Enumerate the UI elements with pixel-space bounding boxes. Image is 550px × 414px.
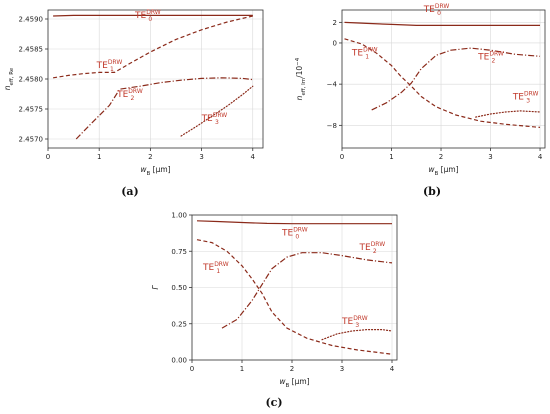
mode-label-te0: TEDRW 0: [134, 9, 161, 23]
x-tick-label: 4: [538, 153, 543, 161]
y-tick-label: 2.4580: [19, 76, 44, 84]
y-tick-label: 0: [333, 39, 337, 47]
chart-panel-c: 0 1 2 3 4 0.00 0.25 0.50 0.75 1.00 wB [μm] Γ TEDRW 0 T…: [151, 212, 398, 409]
mode-label-te2: TEDRW 2: [116, 88, 143, 102]
series-line-te0: [344, 21, 540, 26]
y-tick-label: 0.25: [171, 320, 187, 328]
x-tick-label: 2: [290, 365, 294, 373]
series-line-te2: [371, 47, 541, 111]
mode-label-te1: TEDRW 1: [202, 261, 229, 275]
y-tick-label: 0.50: [171, 284, 187, 292]
series-line-te1: [196, 239, 393, 355]
x-tick-label: 0: [340, 153, 344, 161]
mode-label-te0: TEDRW 0: [423, 3, 450, 17]
y-tick-label: 0.75: [171, 248, 187, 256]
mode-label-te0: TEDRW 0: [281, 226, 308, 240]
x-tick-label: 0: [190, 365, 194, 373]
chart-panel-b: 0 1 2 3 4 −8 −4 0 2 wB [μm] neff, Im/10−4 TEDRW 0 TED…: [295, 3, 546, 198]
x-axis-label: wB [μm]: [279, 377, 309, 389]
y-tick-label: 2.4590: [19, 16, 44, 24]
series-line-te0: [196, 220, 392, 225]
x-tick-label: 1: [240, 365, 244, 373]
series-line-te3: [475, 110, 541, 118]
mode-label-te1: TEDRW 1: [96, 59, 123, 73]
mode-label-te3: TEDRW 3: [512, 91, 539, 105]
y-axis-label: neff, Im/10−4: [295, 57, 307, 100]
x-tick-label: 3: [488, 153, 492, 161]
x-tick-label: 4: [390, 365, 395, 373]
mode-label-te2: TEDRW 2: [359, 241, 386, 255]
series-line-te2: [75, 77, 253, 140]
y-tick-label: 2.4570: [19, 136, 44, 144]
y-tick-label: 2.4575: [19, 106, 44, 114]
mode-label-te3: TEDRW 3: [201, 112, 228, 126]
mode-label-te1: TEDRW 1: [351, 46, 378, 60]
plot-frame: [341, 9, 546, 149]
mode-label-te2: TEDRW 2: [477, 50, 504, 64]
y-tick-label: 1.00: [171, 212, 187, 220]
y-tick-label: 2: [333, 19, 337, 27]
y-tick-label: 2.4585: [19, 46, 44, 54]
y-tick-label: 0.00: [171, 357, 187, 365]
series-line-te1: [344, 38, 541, 128]
panel-label: (c): [265, 396, 282, 409]
y-tick-label: −4: [327, 81, 338, 89]
x-tick-label: 3: [340, 365, 344, 373]
mode-label-te3: TEDRW 3: [341, 315, 368, 329]
x-tick-label: 4: [251, 153, 256, 161]
y-axis-label: neff, Re: [3, 67, 15, 90]
x-axis-label: wB [μm]: [428, 165, 458, 177]
panel-label: (a): [121, 185, 139, 198]
y-tick-label: −8: [327, 122, 337, 130]
series-line-te0: [53, 14, 253, 17]
series-line-te2: [221, 252, 393, 329]
x-tick-label: 1: [389, 153, 393, 161]
x-tick-label: 1: [97, 153, 101, 161]
x-tick-label: 0: [46, 153, 50, 161]
x-tick-label: 3: [199, 153, 203, 161]
series-line-te3: [180, 85, 254, 137]
x-axis-label: wB [μm]: [140, 165, 170, 177]
series-line-te1: [53, 15, 253, 79]
y-axis-label: Γ: [151, 285, 160, 290]
x-tick-label: 2: [148, 153, 152, 161]
series-line-te3: [321, 329, 393, 341]
panel-label: (b): [423, 185, 441, 198]
x-tick-label: 2: [439, 153, 443, 161]
chart-panel-a: 0 1 2 3 4 2.4570 2.4575 2.4580 2.4585 2.4590 wB [μ…: [3, 9, 264, 198]
